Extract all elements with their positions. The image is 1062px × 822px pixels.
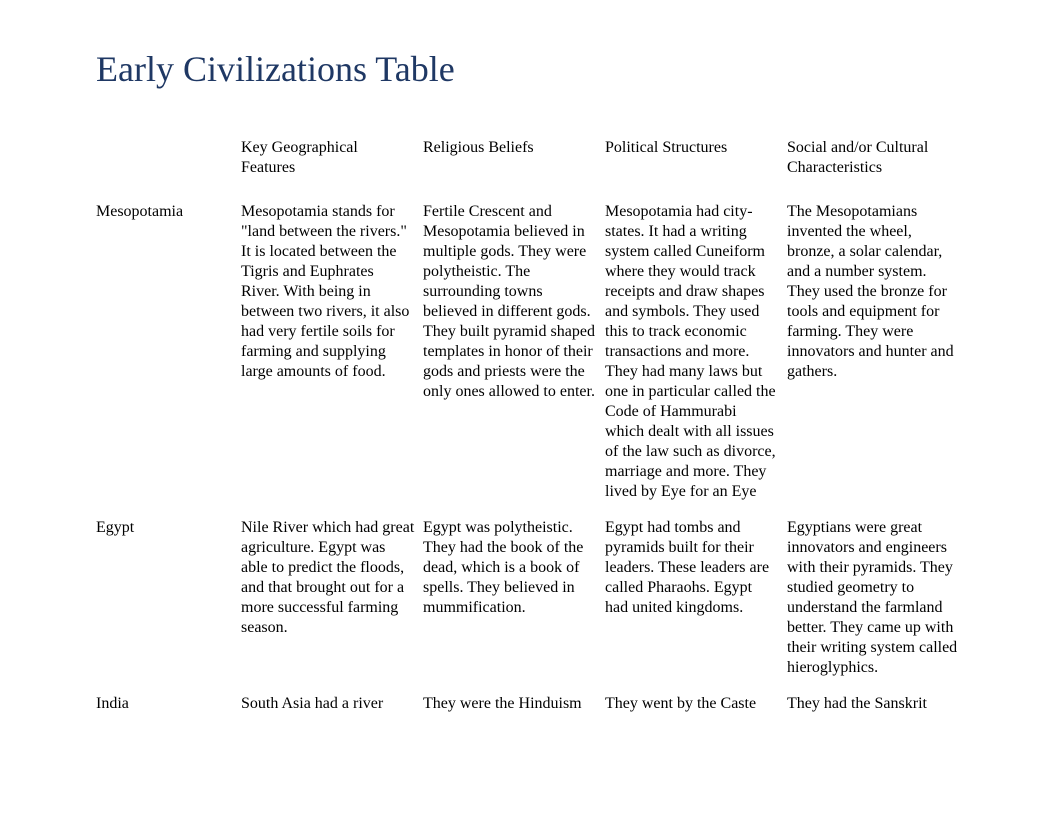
page-title: Early Civilizations Table bbox=[96, 48, 966, 90]
table-row: Egypt Nile River which had great agricul… bbox=[96, 518, 969, 694]
cell-political: They went by the Caste bbox=[605, 694, 787, 730]
cell-civ: Mesopotamia bbox=[96, 202, 241, 518]
civilizations-table: Key Geographical Features Religious Beli… bbox=[96, 138, 969, 730]
header-political: Political Structures bbox=[605, 138, 787, 202]
cell-social: Egyptians were great innovators and engi… bbox=[787, 518, 969, 694]
cell-political: Egypt had tombs and pyramids built for t… bbox=[605, 518, 787, 694]
table-row: Mesopotamia Mesopotamia stands for "land… bbox=[96, 202, 969, 518]
cell-civ: India bbox=[96, 694, 241, 730]
header-religion: Religious Beliefs bbox=[423, 138, 605, 202]
cell-geo: South Asia had a river bbox=[241, 694, 423, 730]
cell-religion: Fertile Crescent and Mesopotamia believe… bbox=[423, 202, 605, 518]
cell-civ: Egypt bbox=[96, 518, 241, 694]
cell-social: The Mesopotamians invented the wheel, br… bbox=[787, 202, 969, 518]
header-social: Social and/or Cultural Characteristics bbox=[787, 138, 969, 202]
header-civ bbox=[96, 138, 241, 202]
cell-geo: Nile River which had great agriculture. … bbox=[241, 518, 423, 694]
cell-social: They had the Sanskrit bbox=[787, 694, 969, 730]
table-row: India South Asia had a river They were t… bbox=[96, 694, 969, 730]
cell-geo: Mesopotamia stands for "land between the… bbox=[241, 202, 423, 518]
cell-religion: They were the Hinduism bbox=[423, 694, 605, 730]
header-geo: Key Geographical Features bbox=[241, 138, 423, 202]
page-container: Early Civilizations Table Key Geographic… bbox=[0, 0, 1062, 730]
cell-political: Mesopotamia had city-states. It had a wr… bbox=[605, 202, 787, 518]
cell-religion: Egypt was polytheistic. They had the boo… bbox=[423, 518, 605, 694]
table-header-row: Key Geographical Features Religious Beli… bbox=[96, 138, 969, 202]
